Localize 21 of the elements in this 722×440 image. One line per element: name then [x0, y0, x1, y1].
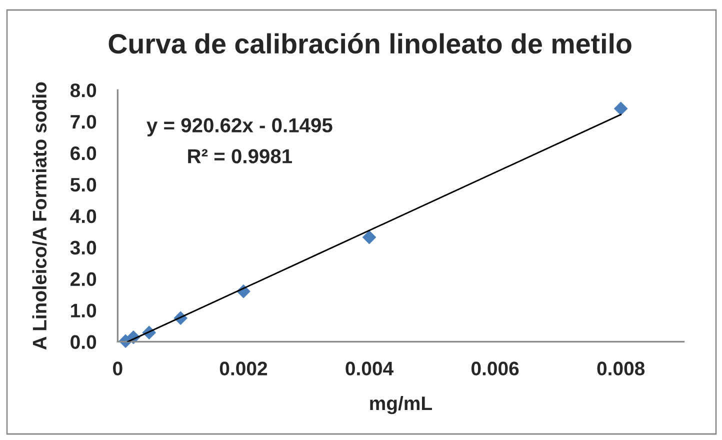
x-tick-label: 0.002: [220, 362, 268, 376]
y-tick-label: 4.0: [70, 209, 96, 224]
y-tick-label: 7.0: [70, 114, 96, 129]
point: [362, 230, 376, 244]
chart-title: Curva de calibración linoleato de metilo: [108, 33, 632, 54]
y-tick-label: 8.0: [70, 83, 96, 98]
annotation: R² = 0.9981: [188, 149, 292, 164]
y-tick-label: 3.0: [70, 240, 96, 255]
y-tick-label: 1.0: [71, 304, 96, 318]
y-tick-label: 2.0: [70, 272, 96, 286]
y-tick-label: 5.0: [70, 178, 96, 192]
x-tick-label: 0.008: [597, 362, 645, 376]
x-tick-label: 0.004: [346, 362, 394, 376]
y-tick-label: 6.0: [70, 146, 96, 160]
x-axis-title: mg/mL: [370, 396, 432, 414]
y-axis-title: A Linoleico/A Formiato sodio: [32, 82, 47, 350]
x-tick-label: 0.006: [471, 362, 519, 376]
y-tick-label: 0.0: [70, 335, 96, 349]
point: [614, 102, 628, 116]
annotation: y = 920.62x - 0.1495: [146, 118, 332, 136]
x-tick-label: 0: [113, 362, 122, 376]
